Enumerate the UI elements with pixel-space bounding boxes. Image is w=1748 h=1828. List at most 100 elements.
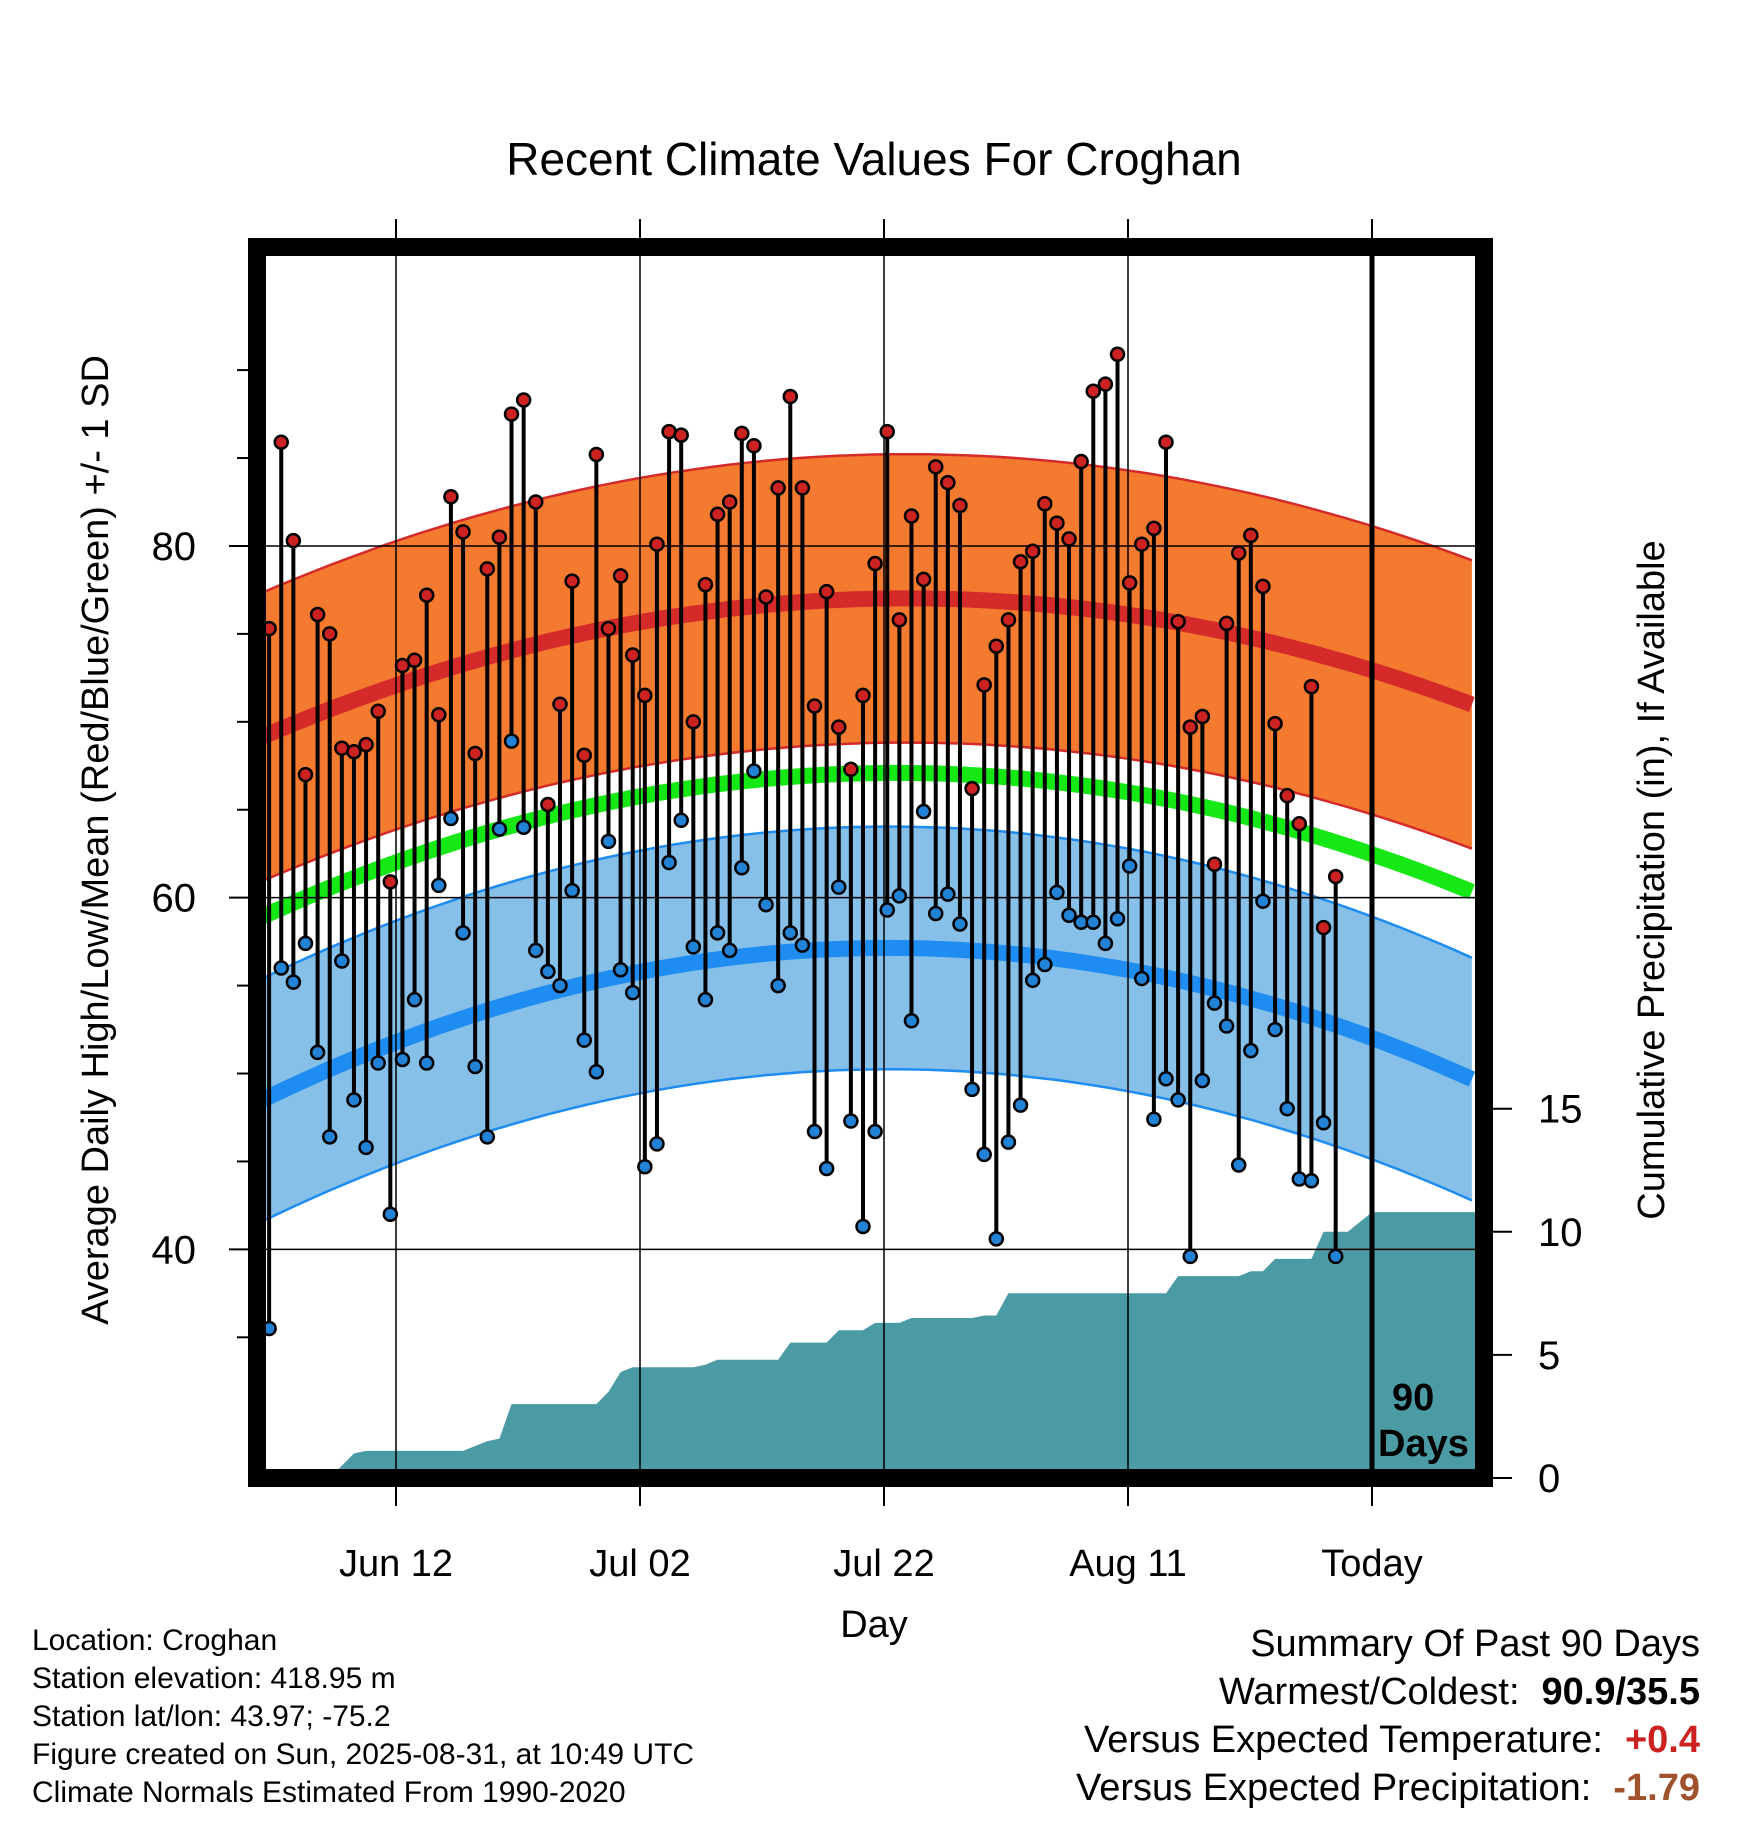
daily-high-point bbox=[1230, 545, 1247, 561]
daily-low-point bbox=[503, 733, 520, 749]
daily-high-point bbox=[855, 687, 871, 704]
daily-high-point bbox=[1255, 578, 1271, 595]
daily-high-point bbox=[1206, 856, 1223, 873]
daily-low-point bbox=[1012, 1097, 1029, 1113]
daily-high-point bbox=[1037, 496, 1053, 512]
daily-low-point bbox=[709, 925, 726, 941]
daily-high-point bbox=[321, 626, 338, 642]
daily-low-point bbox=[479, 1129, 496, 1145]
daily-low-point bbox=[770, 977, 786, 994]
daily-high-point bbox=[976, 677, 992, 693]
daily-high-point bbox=[479, 561, 496, 577]
elevation-text: Station elevation: 418.95 m bbox=[32, 1662, 396, 1695]
daily-high-point bbox=[455, 524, 471, 540]
daily-low-point bbox=[818, 1160, 835, 1177]
daily-high-point bbox=[370, 703, 386, 720]
station-info: Location: Croghan Station elevation: 418… bbox=[32, 1622, 694, 1812]
daily-low-point bbox=[273, 960, 289, 976]
daily-low-point bbox=[1000, 1134, 1017, 1150]
daily-high-point bbox=[964, 780, 980, 797]
daily-high-point bbox=[734, 425, 750, 442]
precipitation-area-fill bbox=[257, 1212, 1484, 1478]
daily-low-point bbox=[576, 1032, 592, 1048]
daily-low-point bbox=[394, 1051, 411, 1068]
daily-low-point bbox=[794, 937, 811, 953]
daily-low-point bbox=[964, 1081, 980, 1098]
daily-high-point bbox=[1182, 719, 1198, 735]
daily-low-point bbox=[612, 962, 629, 978]
daily-high-point bbox=[1291, 816, 1308, 832]
daily-high-point bbox=[1121, 575, 1138, 591]
x-tick-label: Jul 02 bbox=[589, 1543, 690, 1585]
daily-low-point bbox=[879, 902, 895, 918]
daily-high-point bbox=[1243, 527, 1259, 544]
daily-high-point bbox=[1279, 787, 1295, 804]
daily-low-point bbox=[915, 803, 932, 820]
daily-low-point bbox=[758, 896, 774, 913]
daily-high-point bbox=[624, 647, 641, 663]
daily-low-point bbox=[661, 854, 677, 871]
daily-low-point bbox=[685, 939, 702, 955]
x-tick-label: Jul 22 bbox=[833, 1543, 934, 1585]
daily-high-point bbox=[1170, 613, 1186, 630]
precipitation-area bbox=[257, 1212, 1484, 1478]
daily-high-point bbox=[1327, 868, 1344, 885]
daily-low-point bbox=[1327, 1248, 1344, 1265]
daily-high-point bbox=[297, 766, 314, 783]
daily-low-point bbox=[321, 1129, 338, 1145]
daily-low-point bbox=[564, 882, 580, 899]
daily-high-point bbox=[685, 714, 702, 730]
daily-low-point bbox=[540, 963, 556, 980]
daily-high-point bbox=[1000, 612, 1017, 628]
y-left-tick-label: 60 bbox=[152, 877, 197, 921]
daily-high-point bbox=[940, 474, 956, 491]
daily-high-point bbox=[770, 480, 786, 496]
daily-low-point bbox=[1061, 907, 1077, 924]
daily-low-point bbox=[491, 821, 508, 837]
daily-high-point bbox=[1049, 515, 1065, 531]
chart-title: Recent Climate Values For Croghan bbox=[506, 133, 1241, 185]
daily-low-point bbox=[782, 925, 799, 941]
temperature-departure-value: +0.4 bbox=[1624, 1719, 1700, 1761]
created-text: Figure created on Sun, 2025-08-31, at 10… bbox=[32, 1738, 695, 1771]
daily-high-point bbox=[576, 747, 592, 763]
x-tick-label: Aug 11 bbox=[1069, 1543, 1187, 1585]
daily-low-point bbox=[624, 984, 641, 1001]
daily-low-point bbox=[673, 812, 689, 829]
daily-low-point bbox=[1315, 1115, 1332, 1131]
daily-low-point bbox=[1024, 972, 1041, 989]
daily-high-point bbox=[637, 687, 653, 704]
axes: Jun 12 Jul 02 Jul 22 Aug 11 Today 40 60 80 0 5 10 1… bbox=[152, 219, 1583, 1585]
y-right-tick-label: 10 bbox=[1538, 1211, 1583, 1255]
daily-high-point bbox=[1109, 346, 1126, 363]
daily-high-point bbox=[1315, 919, 1332, 936]
warmest-coldest-value: 90.9/35.5 bbox=[1541, 1671, 1700, 1713]
daily-high-point bbox=[1158, 434, 1174, 450]
daily-high-point bbox=[903, 508, 920, 524]
daily-high-point bbox=[564, 573, 580, 589]
daily-high-point bbox=[1012, 554, 1029, 570]
daily-low-point bbox=[927, 905, 944, 922]
daily-high-point bbox=[612, 568, 629, 584]
high-normal-line bbox=[253, 590, 1475, 747]
daily-low-point bbox=[1255, 893, 1271, 909]
daily-low-point bbox=[334, 953, 350, 969]
daily-low-point bbox=[443, 810, 459, 827]
daily-high-point bbox=[382, 874, 399, 890]
y-axis-left-label: Average Daily High/Low/Mean (Red/Blue/Gr… bbox=[75, 355, 117, 1325]
daily-high-point bbox=[1303, 678, 1320, 695]
daily-low-point bbox=[297, 935, 314, 952]
warmest-coldest-label: Warmest/Coldest: bbox=[1218, 1671, 1520, 1713]
daily-low-point bbox=[1194, 1072, 1211, 1089]
daily-low-point bbox=[1109, 911, 1126, 927]
daily-high-point bbox=[443, 488, 459, 505]
location-text: Location: Croghan bbox=[32, 1624, 278, 1657]
temperature-departure-row: Versus Expected Temperature: +0.4 bbox=[1076, 1716, 1700, 1764]
daily-low-point bbox=[588, 1064, 605, 1080]
daily-low-point bbox=[952, 916, 968, 932]
daily-high-point bbox=[406, 652, 423, 669]
daily-high-point bbox=[515, 392, 532, 408]
daily-low-point bbox=[552, 977, 568, 994]
daily-high-point bbox=[697, 576, 714, 593]
daily-high-point bbox=[867, 555, 883, 572]
